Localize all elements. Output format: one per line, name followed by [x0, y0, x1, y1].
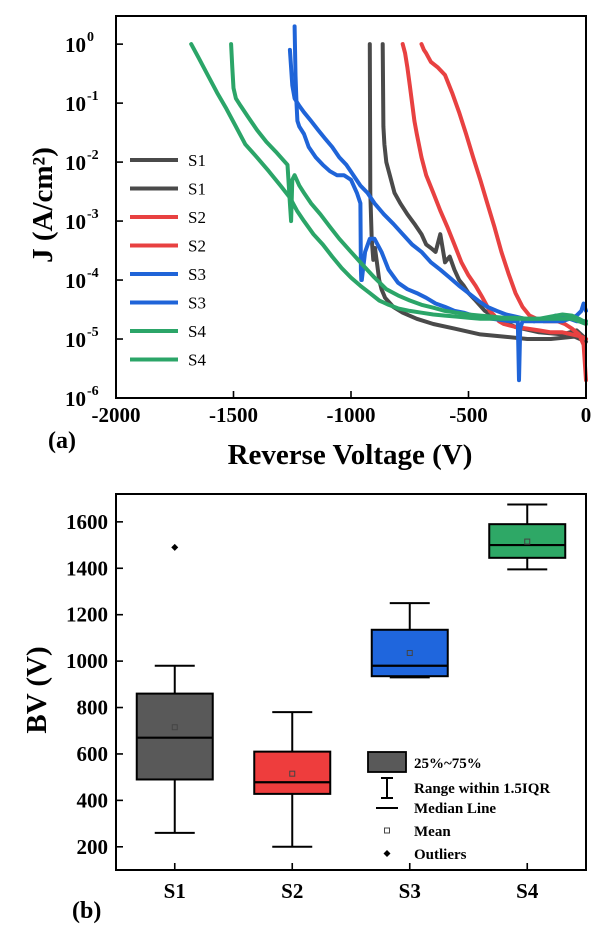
- panel-a-y-tick-exponent: 0: [87, 30, 94, 45]
- panel-a-series-group: [189, 24, 588, 383]
- panel-a-y-tick-label: 10: [65, 92, 86, 116]
- panel-b-x-tick-label: S4: [516, 879, 539, 903]
- panel-a-chart: -2000 -1500 -1000 -500 0 10-610-510-410 -310-…: [27, 15, 592, 471]
- panel-b-legend-range-label: Range within 1.5IQR: [414, 781, 550, 797]
- panel-b-outlier-marker: [171, 543, 179, 551]
- panel-a-y-tick-label: 10: [65, 328, 86, 352]
- panel-a-y-tick-label: 10: [65, 210, 86, 234]
- panel-b-y-tick-label: 1400: [66, 556, 108, 580]
- panel-a-x-tick-label: -1000: [327, 403, 376, 427]
- panel-a-y-tick-exponent: -2: [87, 148, 99, 163]
- panel-a-legend: S1 S1 S2 S2 S3 S3 S4 S4: [130, 151, 206, 370]
- panel-a-x-tick-label: 0: [581, 403, 592, 427]
- panel-a-legend-label: S2: [188, 237, 206, 256]
- panel-b-iqr-box: [135, 692, 214, 781]
- panel-b-y-tick-label: 800: [77, 696, 109, 720]
- panel-b-plot-frame: [115, 493, 587, 871]
- panel-a-plot-frame: [115, 15, 587, 399]
- panel-a-y-tick-exponent: -1: [87, 89, 99, 104]
- panel-b-y-tick-label: 600: [77, 742, 109, 766]
- panel-b-x-tick-label: S2: [281, 879, 303, 903]
- panel-a-x-tick-label: -1500: [209, 403, 258, 427]
- panel-a-y-tick-label: 10: [65, 269, 86, 293]
- panel-b-box-s2: [253, 711, 332, 848]
- panel-b-label: (b): [72, 898, 101, 924]
- panel-b-legend-outlier-swatch: [383, 850, 391, 857]
- panel-a-legend-label: S1: [188, 180, 206, 199]
- panel-b-iqr-box: [253, 750, 332, 795]
- panel-b-legend-median-label: Median Line: [414, 801, 496, 817]
- panel-b-legend-box-swatch: [367, 751, 407, 773]
- panel-a-y-tick-label: 10: [65, 151, 86, 175]
- panel-a-series-line-8: [229, 42, 588, 326]
- panel-b-legend-mean-swatch: [384, 827, 390, 834]
- panel-a-legend-label: S1: [188, 151, 206, 170]
- panel-a-y-tick-exponent: -3: [87, 207, 99, 222]
- panel-b-x-ticks: S1 S2 S3 S4: [164, 863, 539, 903]
- panel-b-y-tick-label: 1200: [66, 603, 108, 627]
- panel-a-y-tick-label: 10: [65, 387, 86, 411]
- panel-b-mean-marker: [171, 724, 178, 731]
- panel-b-x-tick-label: S3: [399, 879, 421, 903]
- panel-a-series-line-7: [189, 42, 588, 324]
- panel-b-box-s3: [370, 602, 449, 679]
- panel-b-y-axis-title: BV (V): [21, 646, 53, 733]
- panel-a-legend-label: S4: [188, 351, 206, 370]
- panel-b-x-tick-label: S1: [164, 879, 186, 903]
- panel-a-series-line-4: [419, 42, 588, 383]
- panel-a-x-axis-title: Reverse Voltage (V): [228, 439, 473, 471]
- panel-a-y-tick-label: 10: [65, 33, 86, 57]
- panel-a-legend-label: S4: [188, 322, 206, 341]
- panel-a-legend-label: S3: [188, 265, 206, 284]
- panel-a-legend-label: S2: [188, 208, 206, 227]
- panel-b-legend-mean-label: Mean: [414, 824, 451, 840]
- panel-b-mean-marker: [524, 538, 531, 545]
- panel-b-chart: 200 400 600 800 1000 1200 1400 1600 S1 S2 S3 S4 25…: [21, 493, 587, 924]
- panel-b-legend-outlier-label: Outliers: [414, 847, 467, 863]
- panel-b-y-ticks: 200 400 600 800 1000 1200 1400 1600: [66, 510, 123, 859]
- panel-b-y-tick-label: 1600: [66, 510, 108, 534]
- panel-a-x-tick-label: -2000: [92, 403, 141, 427]
- panel-b-box-s1: [135, 543, 214, 834]
- panel-b-boxes: [135, 503, 567, 848]
- panel-a-series-line-6: [287, 47, 588, 324]
- panel-a-series-line-3: [400, 42, 588, 341]
- panel-a-x-ticks: -2000 -1500 -1000 -500 0: [92, 391, 592, 427]
- panel-b-mean-marker: [289, 770, 296, 777]
- panel-a-y-tick-exponent: -4: [87, 266, 99, 281]
- panel-a-y-tick-exponent: -5: [87, 325, 99, 340]
- panel-b-y-tick-label: 400: [77, 788, 109, 812]
- panel-a-y-tick-exponent: -6: [87, 384, 99, 399]
- panel-b-y-tick-label: 1000: [66, 649, 108, 673]
- panel-b-y-tick-label: 200: [77, 835, 109, 859]
- panel-a-legend-label: S3: [188, 294, 206, 313]
- panel-b-box-s4: [488, 503, 567, 571]
- panel-b-iqr-box: [488, 523, 567, 559]
- panel-a-x-tick-label: -500: [449, 403, 488, 427]
- panel-b-mean-marker: [406, 649, 413, 656]
- panel-b-legend: 25%~75% Range within 1.5IQR Median Line Mea…: [367, 751, 550, 863]
- panel-b-legend-box-label: 25%~75%: [414, 756, 482, 772]
- panel-a-y-axis-title: J (A/cm²): [27, 147, 59, 263]
- panel-a-label: (a): [48, 428, 76, 454]
- panel-b-iqr-box: [370, 628, 449, 678]
